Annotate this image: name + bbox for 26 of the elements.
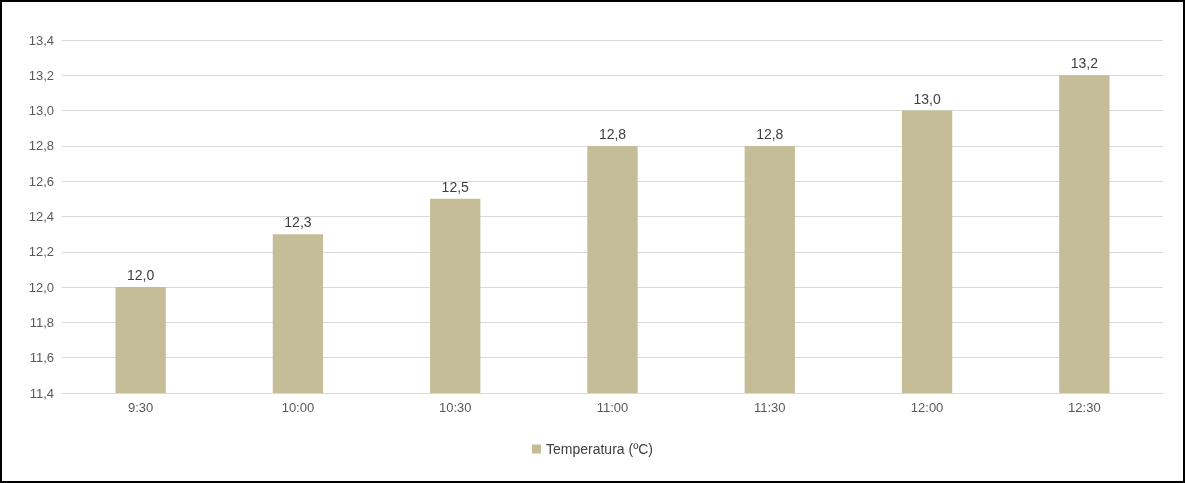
x-tick-label: 9:30 [127, 400, 154, 415]
x-tick-label: 12:00 [910, 400, 944, 415]
y-tick-label: 13,4 [28, 32, 54, 48]
data-label: 13,2 [1070, 55, 1099, 72]
y-tick-label: 12,4 [28, 209, 54, 224]
y-tick-label: 11,6 [29, 350, 54, 366]
data-label: 12,3 [284, 214, 312, 231]
y-tick-label: 13,2 [28, 67, 54, 83]
data-label: 12,0 [127, 267, 155, 284]
x-tick-label: 10:30 [438, 400, 472, 415]
y-tick-label: 12,6 [28, 173, 54, 189]
data-label: 12,8 [756, 125, 784, 142]
legend-label: Temperatura (ºC) [545, 441, 654, 457]
y-tick-label: 12,8 [28, 138, 54, 154]
x-tick-label: 11:00 [596, 400, 629, 415]
x-tick-label: 10:00 [281, 400, 315, 415]
data-label: 13,0 [913, 90, 941, 107]
data-label: 12,5 [441, 178, 470, 195]
data-label: 12,8 [598, 125, 627, 142]
y-tick-label: 13,0 [28, 103, 54, 119]
x-tick-label: 12:30 [1068, 400, 1101, 415]
y-tick-label: 12,2 [28, 244, 54, 260]
x-tick-label: 11:30 [754, 400, 786, 415]
y-tick-label: 12,0 [28, 279, 54, 295]
y-tick-label: 11,8 [29, 314, 54, 330]
y-tick-label: 11,4 [29, 385, 54, 401]
